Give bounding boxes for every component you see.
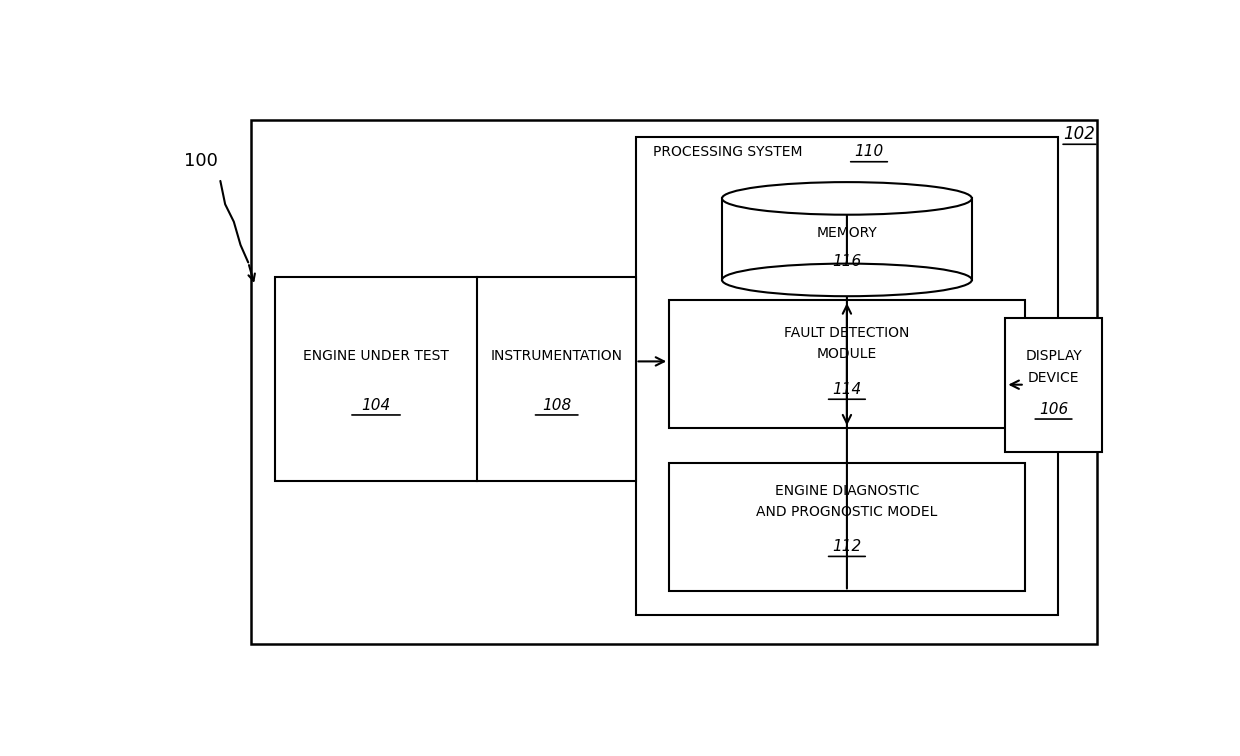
FancyBboxPatch shape [670,300,1024,429]
Text: 114: 114 [832,382,862,397]
Text: 110: 110 [854,144,884,160]
Text: FAULT DETECTION: FAULT DETECTION [784,327,910,340]
Text: 108: 108 [542,398,572,413]
Polygon shape [722,198,972,280]
Text: MODULE: MODULE [817,348,877,361]
Ellipse shape [722,264,972,296]
Text: 106: 106 [1039,401,1068,417]
Text: DEVICE: DEVICE [1028,370,1079,385]
Text: 102: 102 [1064,125,1095,144]
Text: ENGINE DIAGNOSTIC: ENGINE DIAGNOSTIC [775,484,919,497]
FancyBboxPatch shape [635,138,1058,615]
Text: 116: 116 [832,254,862,269]
Ellipse shape [722,182,972,215]
Text: PROCESSING SYSTEM: PROCESSING SYSTEM [653,145,802,159]
Text: 100: 100 [185,151,218,169]
FancyBboxPatch shape [250,120,1096,644]
Text: MEMORY: MEMORY [817,226,877,240]
Text: DISPLAY: DISPLAY [1025,349,1083,363]
Text: 112: 112 [832,539,862,554]
Text: AND PROGNOSTIC MODEL: AND PROGNOSTIC MODEL [756,504,937,519]
Text: ENGINE UNDER TEST: ENGINE UNDER TEST [303,349,449,363]
FancyBboxPatch shape [1006,318,1101,451]
Text: INSTRUMENTATION: INSTRUMENTATION [491,349,622,363]
FancyBboxPatch shape [275,277,635,481]
FancyBboxPatch shape [670,463,1024,591]
Text: 104: 104 [361,398,391,413]
